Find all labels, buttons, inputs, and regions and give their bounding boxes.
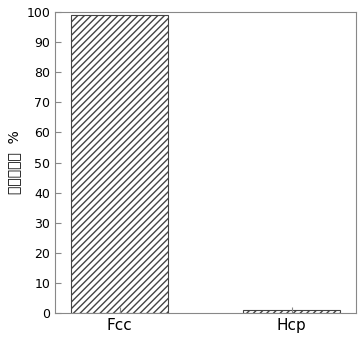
Bar <box>72 15 168 313</box>
Bar <box>243 310 340 313</box>
Y-axis label: 含量百分比  %: 含量百分比 % <box>7 131 21 194</box>
